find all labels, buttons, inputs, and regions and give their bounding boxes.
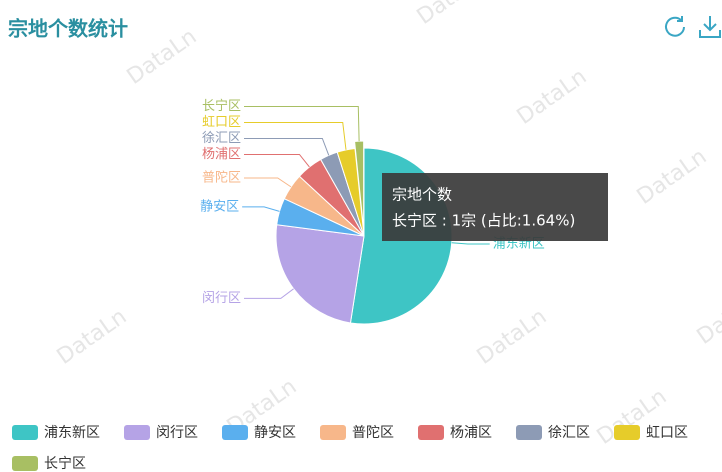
legend-label: 静安区 bbox=[254, 425, 296, 441]
watermark: DataLn bbox=[413, 0, 492, 30]
label-line bbox=[244, 288, 294, 299]
legend-swatch bbox=[320, 425, 346, 440]
slice-label: 闵行区 bbox=[202, 291, 241, 306]
label-line bbox=[244, 105, 360, 142]
refresh-icon[interactable] bbox=[665, 16, 685, 37]
watermark: DataLn bbox=[633, 144, 712, 210]
tooltip-text: 长宁区 : 1宗 (占比:1.64%) bbox=[392, 212, 575, 230]
pie-slice bbox=[275, 224, 365, 324]
slice-label: 长宁区 bbox=[202, 98, 241, 114]
download-icon[interactable] bbox=[699, 16, 721, 38]
legend-label: 普陀区 bbox=[352, 425, 394, 441]
tooltip-title: 宗地个数 bbox=[392, 186, 452, 204]
slice-label: 静安区 bbox=[200, 199, 239, 214]
chart-title: 宗地个数统计 bbox=[8, 17, 128, 41]
legend-label: 长宁区 bbox=[44, 455, 86, 472]
slice-label: 虹口区 bbox=[202, 115, 241, 130]
legend-swatch bbox=[516, 425, 542, 440]
watermark: DataLn bbox=[513, 64, 592, 130]
legend-label: 浦东新区 bbox=[44, 425, 100, 441]
slice-label: 杨浦区 bbox=[202, 147, 241, 162]
legend-swatch bbox=[12, 456, 38, 471]
watermark: DataLn bbox=[123, 24, 202, 90]
legend-swatch bbox=[124, 425, 150, 440]
label-line bbox=[244, 121, 347, 150]
legend-label: 闵行区 bbox=[156, 425, 198, 441]
slice-label: 普陀区 bbox=[202, 169, 241, 185]
tooltip-box bbox=[382, 173, 608, 241]
label-line bbox=[244, 137, 330, 156]
legend-label: 杨浦区 bbox=[450, 425, 492, 441]
label-line bbox=[244, 177, 292, 188]
watermark: DataLn bbox=[693, 284, 722, 350]
legend-swatch bbox=[418, 425, 444, 440]
watermark: DataLn bbox=[53, 304, 132, 370]
legend-swatch bbox=[222, 425, 248, 440]
legend-swatch bbox=[614, 425, 640, 440]
watermark: DataLn bbox=[473, 304, 552, 370]
legend-swatch bbox=[12, 425, 38, 440]
slice-label: 徐汇区 bbox=[202, 131, 241, 146]
legend-label: 虹口区 bbox=[646, 425, 688, 441]
label-line bbox=[451, 242, 490, 245]
legend-label: 徐汇区 bbox=[548, 425, 590, 441]
tooltip: 宗地个数 长宁区 : 1宗 (占比:1.64%) bbox=[382, 173, 608, 241]
label-line bbox=[244, 153, 310, 168]
label-line bbox=[242, 206, 280, 212]
